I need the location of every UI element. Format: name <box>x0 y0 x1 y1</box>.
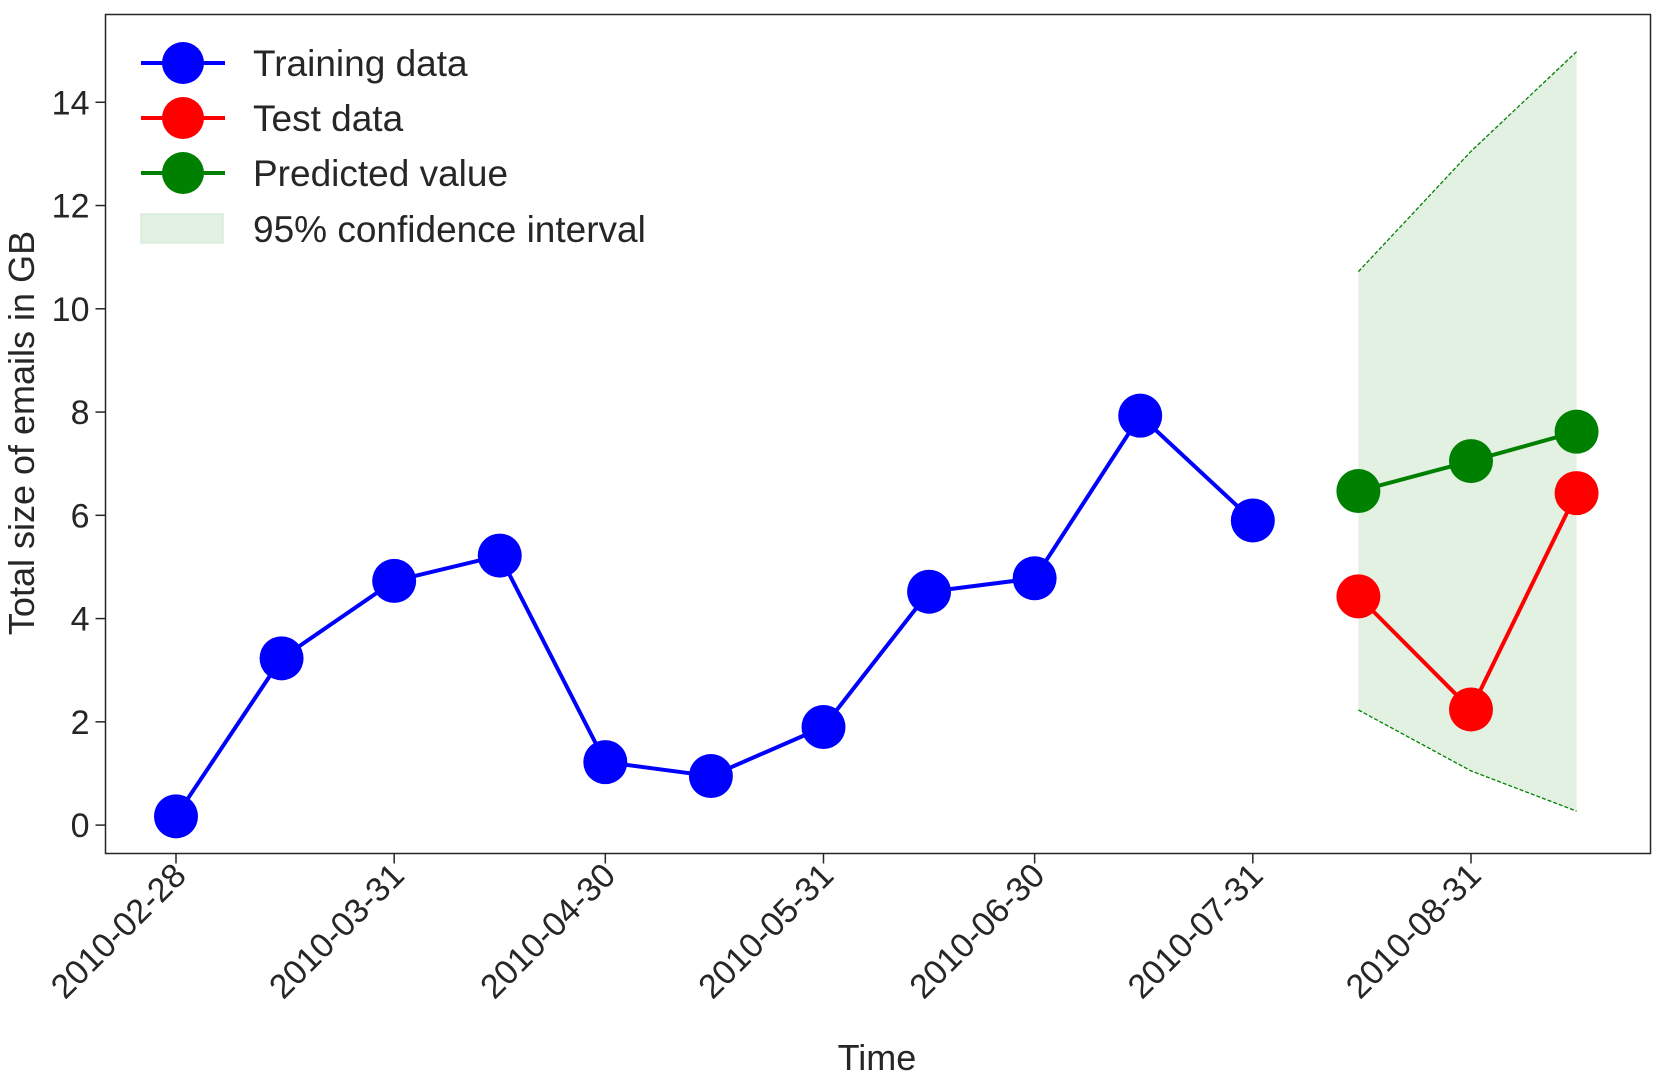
data-point-s1-4 <box>477 533 522 578</box>
data-point-s1-1 <box>154 794 198 839</box>
data-point-s1-5 <box>583 740 628 785</box>
data-point-s1-3 <box>372 558 417 603</box>
confidence-interval-band <box>1358 51 1577 812</box>
legend-label-4: 95% confidence interval <box>253 209 646 250</box>
data-point-s1-2 <box>259 636 304 681</box>
y-axis: 0 2 4 6 8 10 12 14 <box>52 84 106 845</box>
legend-marker-1 <box>162 42 204 84</box>
y-tick-label: 8 <box>71 394 90 432</box>
x-tick-label: 2010-05-31 <box>691 856 841 1006</box>
data-point-s2-3 <box>1554 471 1599 516</box>
data-point-s1-10 <box>1118 393 1163 438</box>
data-point-s1-6 <box>688 754 733 799</box>
y-tick-label: 12 <box>52 188 90 226</box>
legend-marker-3 <box>162 152 204 194</box>
data-point-s3-3 <box>1554 409 1599 454</box>
legend-marker-2 <box>162 97 204 139</box>
data-point-s2-2 <box>1449 687 1493 732</box>
y-tick-label: 2 <box>71 704 90 742</box>
y-axis-title: Total size of emails in GB <box>1 231 42 635</box>
x-axis-title: Time <box>838 1037 917 1078</box>
y-tick-label: 14 <box>52 84 90 122</box>
data-point-s2-1 <box>1336 574 1381 619</box>
data-point-s1-7 <box>801 705 846 750</box>
legend-label-1: Training data <box>253 43 468 84</box>
x-tick-label: 2010-03-31 <box>262 856 412 1006</box>
x-tick-label: 2010-06-30 <box>902 856 1052 1006</box>
data-point-s3-1 <box>1336 469 1381 514</box>
data-point-s3-2 <box>1449 439 1493 484</box>
confidence-upper-bound <box>1357 51 1578 273</box>
data-point-s1-8 <box>907 569 952 614</box>
confidence-interval-layer <box>1357 51 1578 812</box>
x-tick-label: 2010-02-28 <box>44 856 194 1006</box>
data-point-s1-9 <box>1012 556 1057 601</box>
data-point-s1-11 <box>1230 498 1275 543</box>
legend-label-3: Predicted value <box>253 153 508 194</box>
x-tick-label: 2010-07-31 <box>1121 856 1271 1006</box>
y-tick-label: 10 <box>52 291 90 329</box>
plot-frame <box>104 13 1652 855</box>
legend-label-2: Test data <box>253 98 404 139</box>
y-tick-label: 0 <box>71 807 90 845</box>
confidence-lower-bound <box>1358 709 1577 812</box>
y-tick-label: 4 <box>71 601 90 639</box>
legend: Training data Test data Predicted value 95%… <box>140 42 646 250</box>
legend-band-swatch <box>140 213 224 244</box>
x-tick-label: 2010-08-31 <box>1339 856 1489 1006</box>
x-axis: 2010-02-28 2010-03-31 2010-04-30 2010-05-31… <box>44 853 1489 1006</box>
x-tick-label: 2010-04-30 <box>473 856 623 1006</box>
y-tick-label: 6 <box>71 497 90 535</box>
series-points-layer <box>154 393 1599 839</box>
